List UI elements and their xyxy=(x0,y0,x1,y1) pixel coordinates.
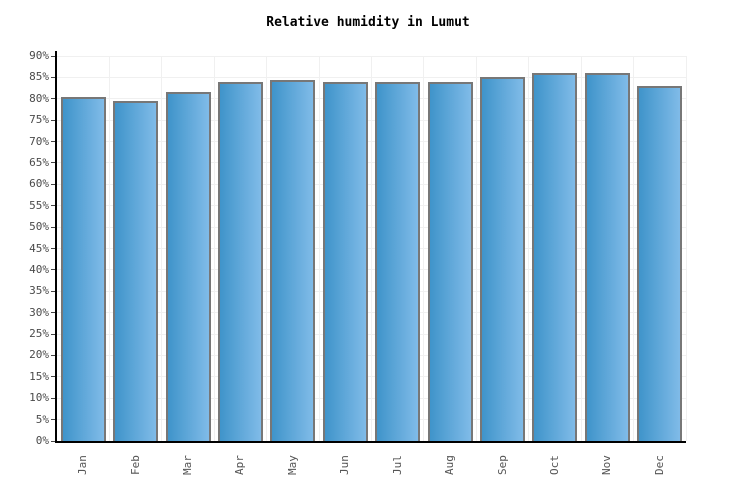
y-tick xyxy=(51,397,55,399)
y-tick-label: 55% xyxy=(29,198,49,212)
y-tick xyxy=(51,248,55,249)
y-tick-label: 40% xyxy=(29,262,49,276)
y-tick-label: 5% xyxy=(35,412,49,426)
gridline-v xyxy=(475,56,477,441)
y-tick-label: 45% xyxy=(29,241,49,255)
gridline-v xyxy=(161,56,163,441)
gridline-v xyxy=(371,56,372,441)
y-tick xyxy=(51,119,55,121)
y-tick-label: 80% xyxy=(29,91,49,105)
x-axis-label: Aug xyxy=(443,455,457,475)
x-axis-label: Mar xyxy=(181,455,195,475)
y-axis-line xyxy=(55,51,57,443)
chart-title: Relative humidity in Lumut xyxy=(266,15,470,30)
bar-sep[interactable] xyxy=(480,77,526,441)
y-tick xyxy=(51,76,55,78)
bar-dec[interactable] xyxy=(637,85,683,441)
x-axis-label: Jul xyxy=(390,455,404,475)
gridline-v xyxy=(423,56,425,441)
bar-jun[interactable] xyxy=(322,81,368,441)
y-tick xyxy=(51,55,55,57)
y-tick xyxy=(51,419,55,421)
y-tick-label: 65% xyxy=(29,155,49,169)
x-axis-label: Oct xyxy=(547,455,561,475)
y-tick xyxy=(51,226,55,228)
y-tick-label: 10% xyxy=(29,391,49,405)
y-tick-label: 75% xyxy=(29,113,49,127)
y-tick xyxy=(51,354,55,356)
gridline-v xyxy=(528,56,530,441)
y-tick-label: 60% xyxy=(29,177,49,191)
gridline-v xyxy=(633,56,635,441)
y-tick-label: 35% xyxy=(29,284,49,298)
x-axis-label: May xyxy=(285,455,299,475)
x-axis-label: Sep xyxy=(495,455,509,475)
y-tick-label: 15% xyxy=(29,369,49,383)
gridline-v xyxy=(213,56,215,441)
bar-may[interactable] xyxy=(270,79,316,441)
y-tick-label: 30% xyxy=(29,305,49,319)
plot-area: 0% 5% 10% 15% 20% 25% 30% 35% 40% 45% 50% 55% 60% 65%… xyxy=(29,49,687,475)
y-tick xyxy=(51,290,55,292)
x-axis-label: Feb xyxy=(128,455,142,475)
y-tick-label: 50% xyxy=(29,220,49,234)
bar-mar[interactable] xyxy=(165,92,211,441)
y-tick xyxy=(51,162,55,164)
y-tick xyxy=(51,183,55,185)
x-axis-label: Jun xyxy=(338,455,352,475)
bar-oct[interactable] xyxy=(532,73,578,441)
y-tick xyxy=(51,440,55,442)
bar-aug[interactable] xyxy=(427,81,473,441)
y-tick xyxy=(51,205,55,207)
gridline-v xyxy=(580,56,582,441)
y-tick-label: 70% xyxy=(29,134,49,148)
y-tick-label: 0% xyxy=(35,434,49,447)
y-tick xyxy=(51,376,55,378)
x-axis-label: Dec xyxy=(652,455,666,475)
y-tick xyxy=(51,312,55,314)
y-tick xyxy=(51,98,55,100)
y-tick-label: 20% xyxy=(29,348,49,362)
bar-nov[interactable] xyxy=(584,73,630,441)
x-axis-label: Apr xyxy=(233,455,247,475)
y-tick-label: 25% xyxy=(29,327,49,341)
y-tick xyxy=(51,269,55,271)
x-axis-label: Jan xyxy=(76,455,90,475)
bar-apr[interactable] xyxy=(217,81,263,441)
bar-jul[interactable] xyxy=(375,81,421,441)
bar-jan[interactable] xyxy=(60,96,106,441)
gridline-v xyxy=(108,56,110,441)
y-tick-label: 85% xyxy=(29,70,49,84)
x-axis-label: Nov xyxy=(600,455,614,475)
gridline-v xyxy=(685,56,687,441)
x-axis-line xyxy=(55,441,686,443)
gridline-v xyxy=(318,56,320,441)
bar-feb[interactable] xyxy=(113,100,159,441)
gridline-v xyxy=(266,56,268,441)
y-tick-label: 90% xyxy=(29,49,49,62)
y-tick xyxy=(51,141,55,143)
y-tick xyxy=(51,333,55,335)
